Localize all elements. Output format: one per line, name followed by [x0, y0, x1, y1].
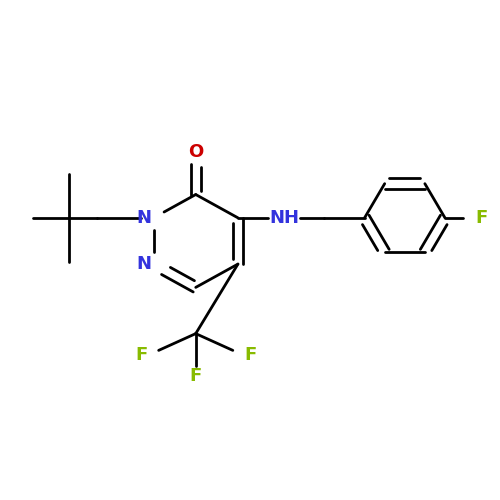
Text: F: F: [135, 346, 147, 364]
Text: F: F: [475, 209, 488, 227]
Text: N: N: [136, 255, 152, 273]
Text: NH: NH: [269, 209, 299, 227]
Text: F: F: [244, 346, 256, 364]
Text: F: F: [190, 367, 202, 385]
Text: N: N: [136, 209, 152, 227]
Text: O: O: [188, 142, 204, 160]
